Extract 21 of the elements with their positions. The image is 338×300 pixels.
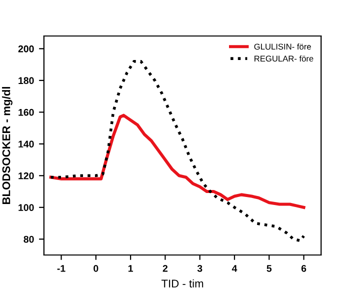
x-tick-label: 6: [301, 264, 306, 272]
x-tick-label: 3: [197, 264, 202, 272]
y-tick-label: 80: [24, 236, 34, 243]
x-tick-label: 1: [128, 265, 133, 272]
y-tick-label: 180: [18, 77, 34, 84]
x-tick-label: 4: [232, 265, 238, 272]
x-axis-title: TID - tim: [161, 279, 204, 288]
y-tick-label: 200: [18, 45, 34, 52]
y-tick-label: 140: [18, 140, 34, 148]
x-tick-label: 5: [266, 265, 272, 272]
legend-label: REGULAR- före: [254, 55, 314, 62]
line-series: [49, 114, 306, 209]
x-tick-label: -1: [57, 265, 66, 272]
y-tick-label: 120: [18, 172, 34, 180]
y-axis-title: BLODSOCKER - mg/dl: [2, 87, 12, 204]
x-tick-label: 2: [162, 264, 168, 272]
y-tick-label: 160: [18, 108, 34, 116]
x-tick-label: 0: [94, 264, 98, 272]
legend-label: GLULISIN- före: [254, 44, 311, 50]
y-tick-label: 100: [18, 204, 34, 212]
line-series: [49, 60, 306, 242]
